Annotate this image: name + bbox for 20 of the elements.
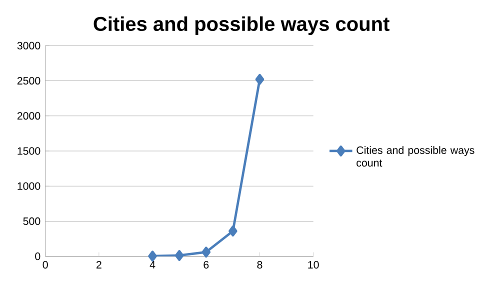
y-tick-label: 3000: [17, 42, 40, 50]
point: [174, 250, 184, 261]
y-tick-label: 2000: [17, 112, 40, 120]
point: [228, 226, 238, 237]
x-tick-label: 4: [150, 261, 156, 268]
y-tick-label: 1500: [18, 147, 40, 155]
y-tick-label: 2500: [17, 76, 40, 85]
x-tick-label: 0: [42, 261, 48, 269]
x-tick-label: 8: [257, 261, 262, 269]
x-tick-label: 6: [204, 261, 209, 269]
legend-label: Cities and possible ways count: [356, 146, 474, 167]
point: [148, 250, 157, 262]
point: [255, 74, 264, 85]
x-tick-label: 10: [308, 261, 319, 269]
y-tick-label: 500: [23, 217, 40, 225]
point: [202, 246, 211, 258]
chart-title: Cities and possible ways count: [94, 16, 390, 35]
y-tick-label: 1000: [18, 182, 40, 190]
y-tick-label: 0: [35, 252, 40, 260]
x-tick-label: 2: [96, 261, 102, 268]
